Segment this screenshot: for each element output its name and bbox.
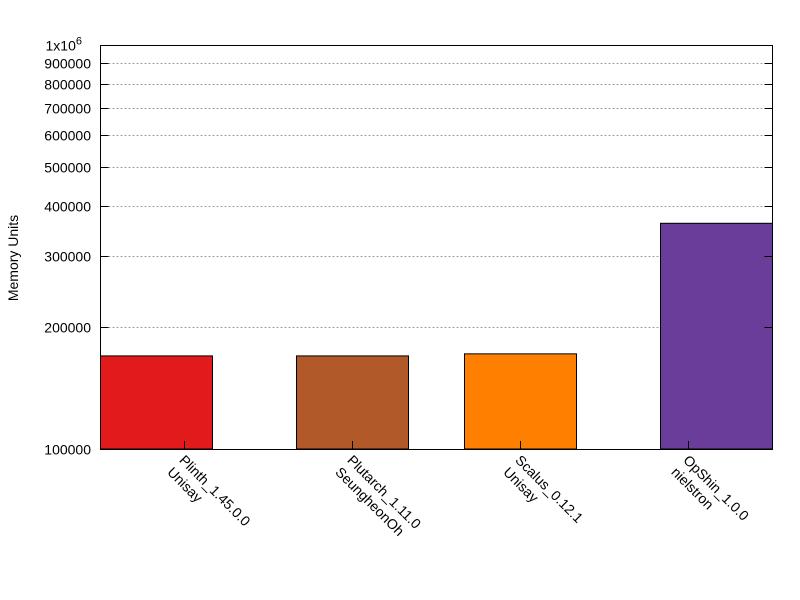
bars <box>100 222 773 450</box>
y-tick-label: 900000 <box>44 56 91 72</box>
y-tick-label: 100000 <box>44 442 91 458</box>
y-tick-label: 700000 <box>44 101 91 117</box>
bar-plinth <box>100 355 213 450</box>
y-tick-label: 200000 <box>44 320 91 336</box>
y-tick-label: 800000 <box>44 77 91 93</box>
y-axis-ticks: 100000 200000 300000 400000 500000 600000 7000… <box>44 36 773 458</box>
gridlines <box>100 63 773 328</box>
y-axis-label: Memory Units <box>5 215 21 301</box>
y-tick-label: 600000 <box>44 128 91 144</box>
y-tick-label: 400000 <box>44 199 91 215</box>
y-tick-label: 300000 <box>44 249 91 265</box>
bar-scalus <box>464 353 577 450</box>
bar-plutarch <box>296 355 409 450</box>
y-tick-label: 1x106 <box>46 36 82 54</box>
y-tick-label: 500000 <box>44 160 91 176</box>
bar-opshin <box>660 222 773 450</box>
plot-border <box>100 45 773 450</box>
